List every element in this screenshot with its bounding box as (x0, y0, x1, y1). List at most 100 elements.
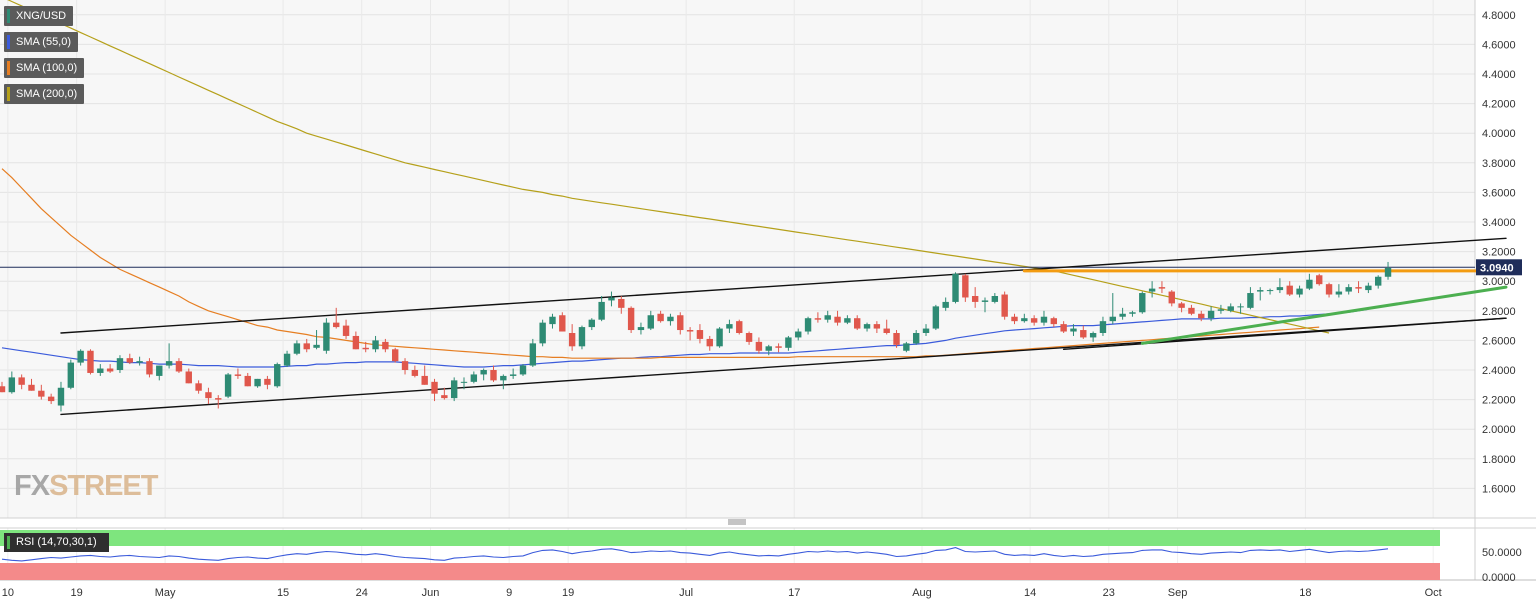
candle-body (598, 301, 605, 320)
x-tick-label: 23 (1103, 587, 1115, 599)
candle-body (1099, 321, 1107, 333)
sma-line-3 (7, 0, 1330, 334)
candle-body (441, 395, 448, 399)
y-tick-label: 4.6000 (1482, 39, 1516, 51)
candle-body (765, 346, 772, 351)
rsi-legend-tag[interactable]: RSI (14,70,30,1) (4, 533, 109, 552)
candle-body (824, 315, 831, 320)
candle-body (382, 341, 389, 350)
candle-body (1227, 306, 1234, 311)
candle-body (588, 319, 595, 328)
candle-body (352, 335, 360, 350)
candle-body (1148, 288, 1156, 292)
x-tick-label: 15 (277, 587, 289, 599)
legend-swatch (7, 87, 10, 101)
candle-body (873, 324, 881, 329)
candle-body (863, 324, 871, 329)
candle-body (460, 381, 468, 383)
x-tick-label: Aug (912, 587, 932, 599)
candle-body (509, 374, 517, 376)
candle-body (1011, 316, 1018, 322)
candle-body (657, 313, 664, 322)
candle-body (1030, 318, 1038, 323)
rsi-tick-label: 50.0000 (1482, 547, 1522, 559)
legend-swatch (7, 61, 10, 75)
candle-body (893, 333, 900, 345)
candle-body (274, 364, 281, 387)
candle-body (1021, 318, 1028, 322)
candle-body (706, 338, 713, 347)
y-tick-label: 3.0000 (1482, 276, 1516, 288)
y-tick-label: 2.8000 (1482, 306, 1516, 318)
candle-body (431, 381, 438, 394)
legend-tag[interactable]: SMA (55,0) (4, 32, 79, 52)
legend-tag[interactable]: SMA (100,0) (4, 58, 85, 78)
x-tick-label: Sep (1168, 587, 1188, 599)
candle-body (686, 330, 694, 332)
candle-body (146, 361, 153, 375)
candle-body (195, 383, 202, 391)
rsi-overbought-zone (0, 530, 1440, 546)
y-tick-label: 2.0000 (1482, 424, 1516, 436)
candle-body (1365, 285, 1372, 291)
candle-body (185, 371, 192, 384)
candle-body (912, 333, 920, 344)
candle-body (1257, 290, 1264, 292)
candle-body (539, 322, 546, 344)
candle-body (421, 375, 428, 385)
trendline (60, 317, 1507, 416)
candle-body (1237, 306, 1244, 308)
candle-body (293, 343, 301, 354)
candle-body (1375, 276, 1382, 286)
candle-body (372, 340, 379, 350)
x-tick-label: 10 (2, 587, 14, 599)
candle-body (156, 365, 163, 376)
candle-body (1316, 275, 1323, 285)
candle-body (991, 296, 999, 302)
candle-body (67, 362, 75, 388)
legend-label: SMA (55,0) (16, 36, 72, 48)
candle-body (922, 328, 930, 333)
candle-body (932, 306, 940, 329)
x-tick-label: 18 (1299, 587, 1311, 599)
candle-body (205, 392, 212, 399)
y-tick-label: 3.4000 (1482, 217, 1516, 229)
x-tick-label: Jul (679, 587, 693, 599)
y-tick-label: 4.2000 (1482, 99, 1516, 111)
x-tick-label: 19 (562, 587, 574, 599)
plot-background (0, 0, 1475, 518)
trendline (1062, 317, 1507, 350)
candle-body (1384, 267, 1392, 277)
candle-body (814, 318, 822, 320)
candle-body (1089, 333, 1097, 338)
x-tick-label: 9 (506, 587, 512, 599)
candle-body (1217, 309, 1225, 311)
candle-body (637, 327, 645, 331)
candle-body (411, 370, 419, 376)
candle-body (568, 333, 576, 347)
candle-body (1129, 312, 1136, 314)
candle-body (77, 350, 84, 363)
candle-body (1109, 316, 1116, 322)
candle-body (303, 343, 310, 350)
candle-body (28, 384, 35, 391)
candle-body (1178, 303, 1185, 308)
sma-line-1 (1, 308, 1369, 368)
candle-body (254, 378, 261, 387)
y-tick-label: 4.0000 (1482, 128, 1516, 140)
candle-body (1139, 293, 1146, 313)
legend-tag[interactable]: XNG/USD (4, 6, 74, 26)
legend-tag[interactable]: SMA (200,0) (4, 84, 85, 104)
rsi-label: RSI (14,70,30,1) (16, 536, 97, 548)
trendline (1140, 285, 1508, 345)
candle-body (470, 374, 478, 382)
candle-body (1188, 307, 1195, 314)
candle-body (1060, 324, 1067, 332)
candle-body (0, 386, 6, 393)
candle-body (1355, 287, 1362, 289)
candle-body (215, 398, 222, 400)
watermark-fx: FX (14, 470, 50, 502)
y-tick-label: 1.8000 (1482, 454, 1516, 466)
